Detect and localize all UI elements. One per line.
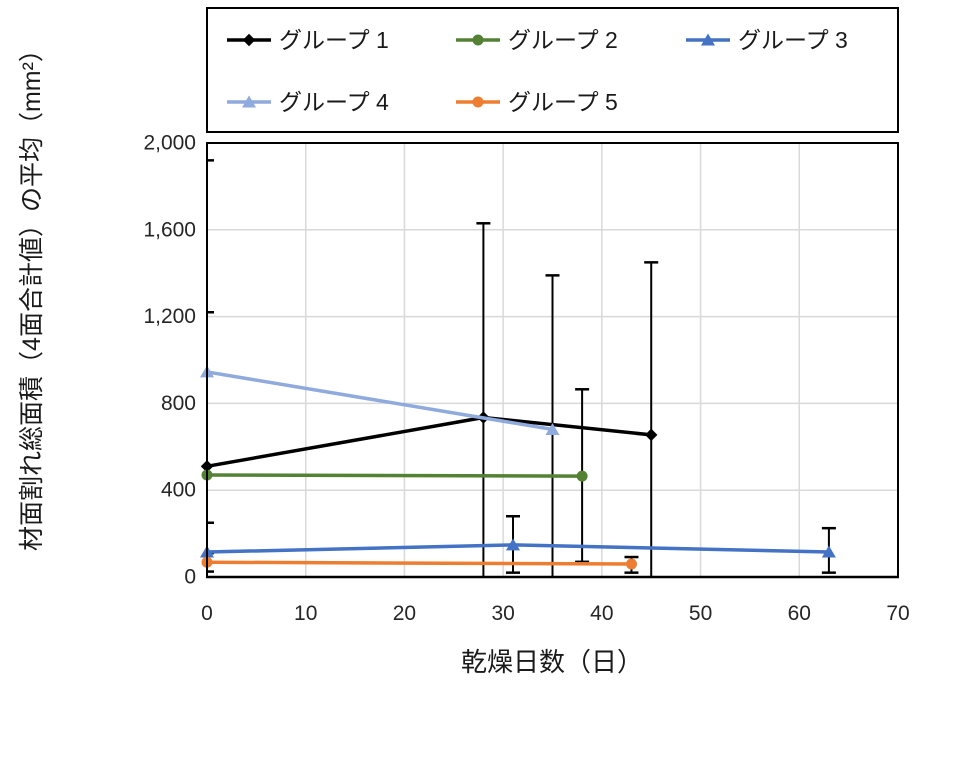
legend-circle-marker-icon xyxy=(472,34,484,46)
legend-box xyxy=(206,7,899,133)
y-tick-label: 400 xyxy=(161,479,196,502)
series-1-error-bar xyxy=(206,311,214,577)
x-tick-label: 0 xyxy=(201,602,213,625)
x-tick-label: 40 xyxy=(590,602,613,625)
series-3 xyxy=(200,538,836,558)
legend-triangle-marker-icon xyxy=(701,33,715,46)
series-4-marker xyxy=(545,422,560,435)
series-1-marker xyxy=(645,428,658,442)
legend-label: グループ 5 xyxy=(508,89,618,115)
series-2 xyxy=(201,469,588,482)
legend-triangle-marker-icon xyxy=(242,95,256,108)
x-tick-label: 20 xyxy=(393,602,416,625)
legend-item-4: グループ 4 xyxy=(227,89,389,115)
series-1-error-bar xyxy=(644,261,659,577)
legend-item-3: グループ 3 xyxy=(686,27,848,53)
series-4-line xyxy=(205,370,555,432)
series-1 xyxy=(200,411,658,473)
series-2-line xyxy=(205,473,584,478)
x-tick-label: 60 xyxy=(788,602,811,625)
series-5-line xyxy=(205,560,634,566)
y-axis-title: 材面割れ総面積（4面合計値）の平均（mm²） xyxy=(18,37,46,551)
legend-label: グループ 2 xyxy=(508,27,618,53)
series-3-marker xyxy=(821,545,836,558)
series-5 xyxy=(201,556,637,570)
series-5-marker xyxy=(625,558,637,570)
y-tick-label: 800 xyxy=(161,392,196,415)
legend-item-2: グループ 2 xyxy=(456,27,618,53)
x-tick-label: 50 xyxy=(689,602,712,625)
y-tick-label: 0 xyxy=(184,566,196,589)
legend-diamond-marker-icon xyxy=(242,33,256,47)
x-tick-label: 70 xyxy=(886,602,909,625)
x-axis-title: 乾燥日数（日） xyxy=(460,647,643,677)
legend-item-1: グループ 1 xyxy=(227,27,389,53)
y-tick-label: 2,000 xyxy=(143,132,196,155)
legend-label: グループ 1 xyxy=(279,27,389,53)
series-4 xyxy=(200,365,560,435)
series-1-error-bar xyxy=(476,222,491,577)
legend: グループ 1 グループ 2 グループ 3 グループ 4 グループ 5 xyxy=(206,7,899,133)
x-tick-label: 30 xyxy=(491,602,514,625)
series-2-marker xyxy=(576,470,588,482)
x-tick-label: 10 xyxy=(294,602,317,625)
legend-label: グループ 4 xyxy=(279,89,389,115)
y-tick-label: 1,600 xyxy=(143,218,196,241)
series-1-line xyxy=(205,415,653,469)
legend-item-5: グループ 5 xyxy=(456,89,618,115)
series-3-marker xyxy=(506,538,521,551)
legend-label: グループ 3 xyxy=(738,27,848,53)
legend-circle-marker-icon xyxy=(472,96,484,108)
y-tick-label: 1,200 xyxy=(143,305,196,328)
